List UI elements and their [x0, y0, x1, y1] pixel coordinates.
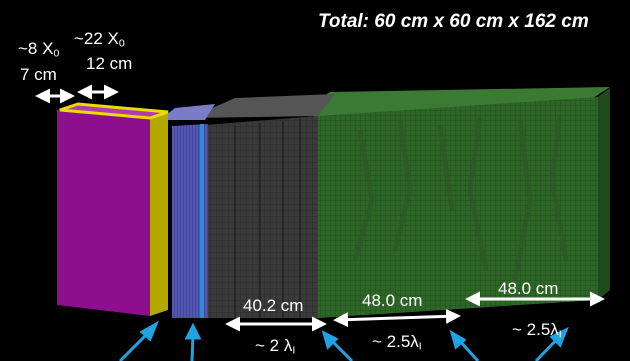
blue-em-layers [160, 104, 215, 318]
seg2-length-label: 12 cm [86, 54, 133, 73]
seg5-lambda-label: ~ 2.5λI [512, 320, 562, 341]
seg1-length-label: 7 cm [20, 65, 57, 84]
total-dimensions-title: Total: 60 cm x 60 cm x 162 cm [318, 11, 589, 32]
seg5-length-label: 48.0 cm [498, 279, 559, 298]
seg3-lambda-label: ~ 2 λI [255, 336, 296, 357]
seg3-length-label: 40.2 cm [243, 296, 304, 315]
pointer-arrows [118, 320, 569, 361]
gray-hadron-section [190, 94, 335, 318]
seg4-lambda-label: ~ 2.5λI [372, 332, 422, 353]
dim-arrow-48cm-a [333, 308, 461, 328]
seg2-x0-label: ~22 X0 [74, 29, 125, 50]
seg4-length-label: 48.0 cm [362, 291, 423, 310]
seg1-x0-label: ~8 X0 [18, 39, 60, 60]
magenta-em-block [57, 102, 169, 316]
green-hadron-section [300, 87, 610, 318]
